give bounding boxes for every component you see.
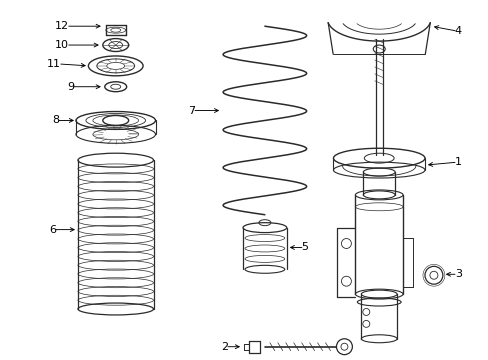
Text: 2: 2 [221, 342, 227, 352]
Text: 9: 9 [67, 82, 74, 92]
Text: 11: 11 [47, 59, 61, 69]
Text: 1: 1 [454, 157, 461, 167]
Text: 4: 4 [454, 26, 461, 36]
Text: 7: 7 [188, 105, 195, 116]
Text: 10: 10 [55, 40, 69, 50]
Text: 8: 8 [52, 116, 59, 126]
Text: 6: 6 [49, 225, 56, 235]
Text: 3: 3 [454, 269, 461, 279]
Text: 12: 12 [55, 21, 69, 31]
Text: 5: 5 [301, 243, 308, 252]
